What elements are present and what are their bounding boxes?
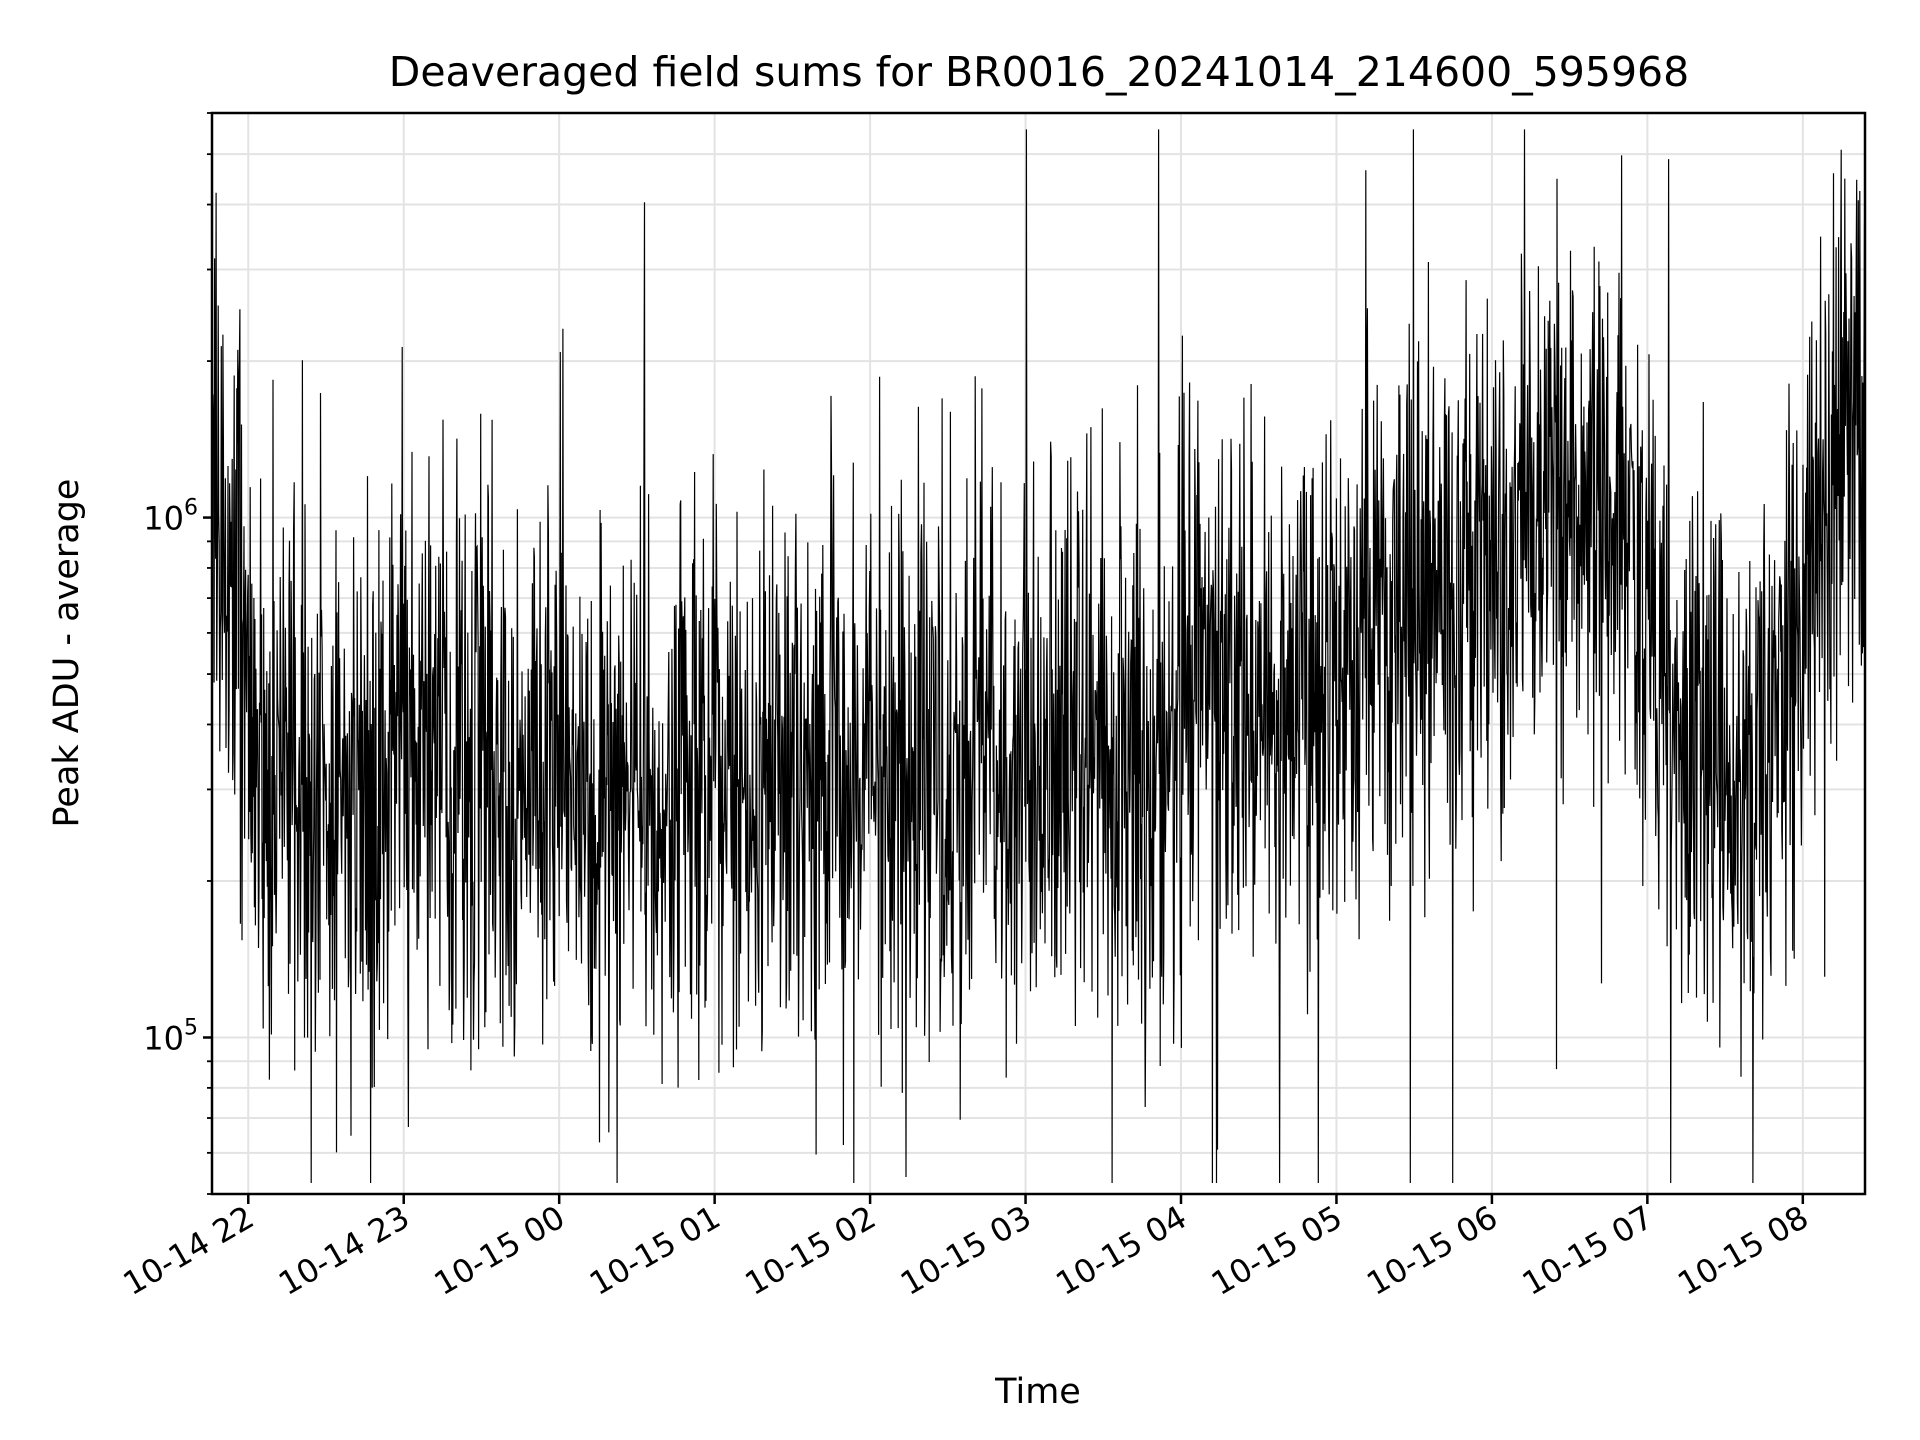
y-axis: 105 106 (143, 112, 212, 1195)
series-line (211, 129, 1866, 1184)
plot-frame (210, 111, 1867, 1196)
y-tick-label: 106 (143, 496, 198, 538)
series-layer (211, 129, 1866, 1184)
x-axis-label: Time (994, 1372, 1081, 1412)
y-axis-label: Peak ADU - average (47, 479, 87, 828)
y-tick-label: 105 (143, 1015, 198, 1057)
chart-title: Deaveraged field sums for BR0016_2024101… (389, 48, 1689, 96)
